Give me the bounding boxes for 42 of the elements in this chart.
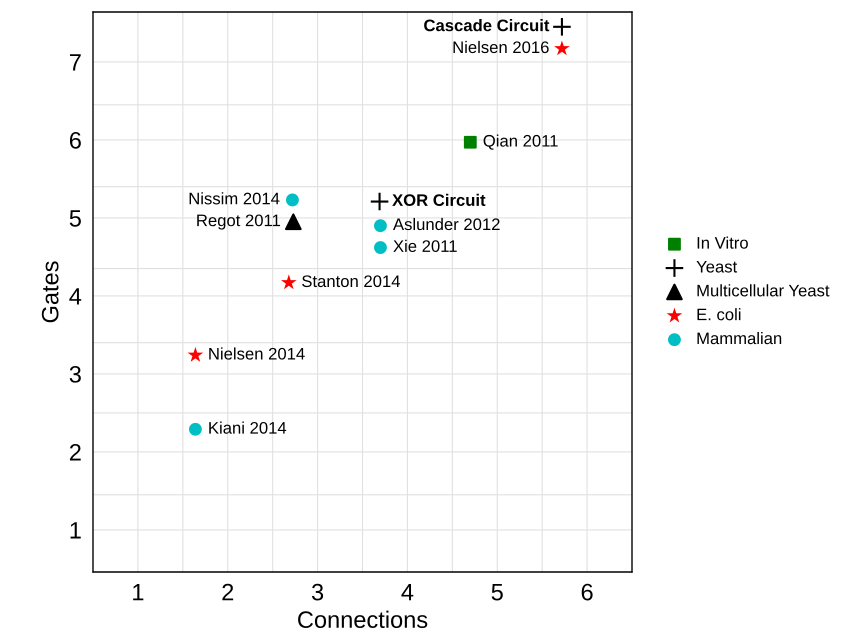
- y-tick-label: 6: [70, 132, 81, 149]
- annotation: XOR Circuit: [392, 194, 486, 206]
- y-tick-label: 2: [70, 444, 81, 460]
- x-tick-label: 3: [312, 584, 324, 600]
- point: [188, 346, 204, 362]
- annotation: Kiani 2014: [209, 422, 286, 434]
- x-tick-label: 1: [133, 584, 144, 600]
- annotation: Qian 2011: [484, 134, 558, 150]
- point: [281, 274, 297, 290]
- point: [552, 16, 572, 37]
- x-tick-label: 5: [492, 584, 503, 600]
- y-axis-title: Gates: [42, 261, 59, 322]
- annotation: Stanton 2014: [302, 275, 400, 288]
- point: [286, 194, 299, 206]
- annotation: Nissim 2014: [190, 192, 280, 204]
- point: [370, 192, 390, 212]
- x-axis-title: Connections: [298, 610, 428, 628]
- legend-label: Multicellular Yeast: [697, 284, 830, 296]
- point: [188, 422, 202, 436]
- point: [464, 136, 477, 149]
- y-tick-label: 4: [69, 288, 82, 304]
- x-tick-label: 4: [401, 584, 414, 600]
- point: [374, 241, 387, 254]
- annotation: Xie 2011: [393, 240, 457, 252]
- y-tick-label: 5: [70, 210, 81, 227]
- legend-label: In Vitro: [698, 236, 748, 249]
- x-tick-label: 2: [222, 584, 234, 600]
- legend-label: Mammalian: [697, 332, 782, 344]
- legend-label: E. coli: [697, 308, 740, 320]
- point: [554, 40, 570, 56]
- legend-label: Yeast: [696, 260, 738, 273]
- y-tick-label: 7: [70, 54, 81, 70]
- point: [374, 219, 387, 232]
- annotation: Regot 2011: [197, 214, 280, 230]
- annotation: Nielsen 2016: [454, 40, 549, 54]
- annotation: Nielsen 2014: [209, 347, 305, 360]
- annotation: Cascade Circuit: [424, 19, 550, 32]
- x-tick-label: 6: [582, 584, 593, 600]
- point: [285, 213, 302, 230]
- y-tick-label: 3: [70, 366, 81, 383]
- annotation: Aslunder 2012: [393, 218, 500, 230]
- y-tick-label: 1: [70, 522, 81, 538]
